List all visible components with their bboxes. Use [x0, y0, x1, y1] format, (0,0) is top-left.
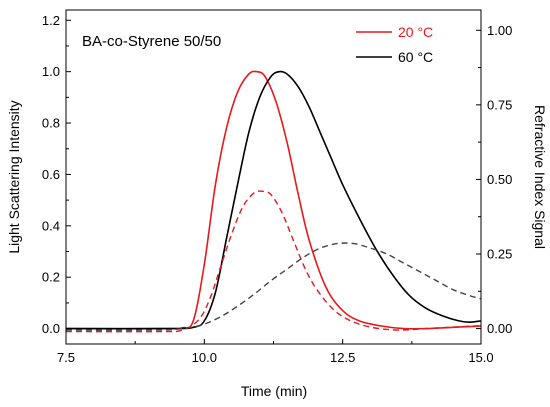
y-right-tick-label: 0.25	[487, 247, 512, 262]
y-left-tick-label: 1.2	[42, 13, 60, 28]
x-tick-label: 12.5	[330, 350, 355, 365]
axis-ticks: 7.5 10.0 12.5 15.0 0.0 0.2 0.4 0.6 0.8 1.0 1.2 0.00…	[42, 13, 512, 365]
y-right-tick-label: 0.00	[487, 321, 512, 336]
legend-label-20c: 20 °C	[398, 24, 433, 40]
y-axis-left-title: Light Scattering Intensity	[6, 100, 22, 253]
y-left-tick-label: 0.8	[42, 116, 60, 131]
light-scattering-series-60c	[65, 70, 482, 330]
y-left-tick-label: 0.6	[42, 167, 60, 182]
x-tick-label: 15.0	[468, 350, 493, 365]
y-right-tick-label: 1.00	[487, 23, 512, 38]
annotation-text: BA-co-Styrene 50/50	[82, 33, 221, 50]
x-tick-label: 7.5	[57, 350, 75, 365]
y-left-tick-label: 1.0	[42, 64, 60, 79]
x-tick-label: 10.0	[192, 350, 217, 365]
light-scattering-series-20c	[65, 70, 482, 330]
y-left-tick-label: 0.0	[42, 321, 60, 336]
data-curves	[65, 70, 482, 333]
y-left-tick-label: 0.2	[42, 270, 60, 285]
x-axis-title: Time (min)	[241, 383, 307, 399]
refractive-index-series-60c	[65, 242, 482, 331]
y-axis-right-title: Refractive Index Signal	[532, 105, 548, 249]
y-left-tick-label: 0.4	[42, 218, 60, 233]
y-right-tick-label: 0.75	[487, 97, 512, 112]
refractive-index-series-20c	[65, 190, 482, 333]
y-right-tick-label: 0.50	[487, 172, 512, 187]
legend-label-60c: 60 °C	[398, 49, 433, 65]
legend: 20 °C 60 °C	[356, 24, 433, 65]
